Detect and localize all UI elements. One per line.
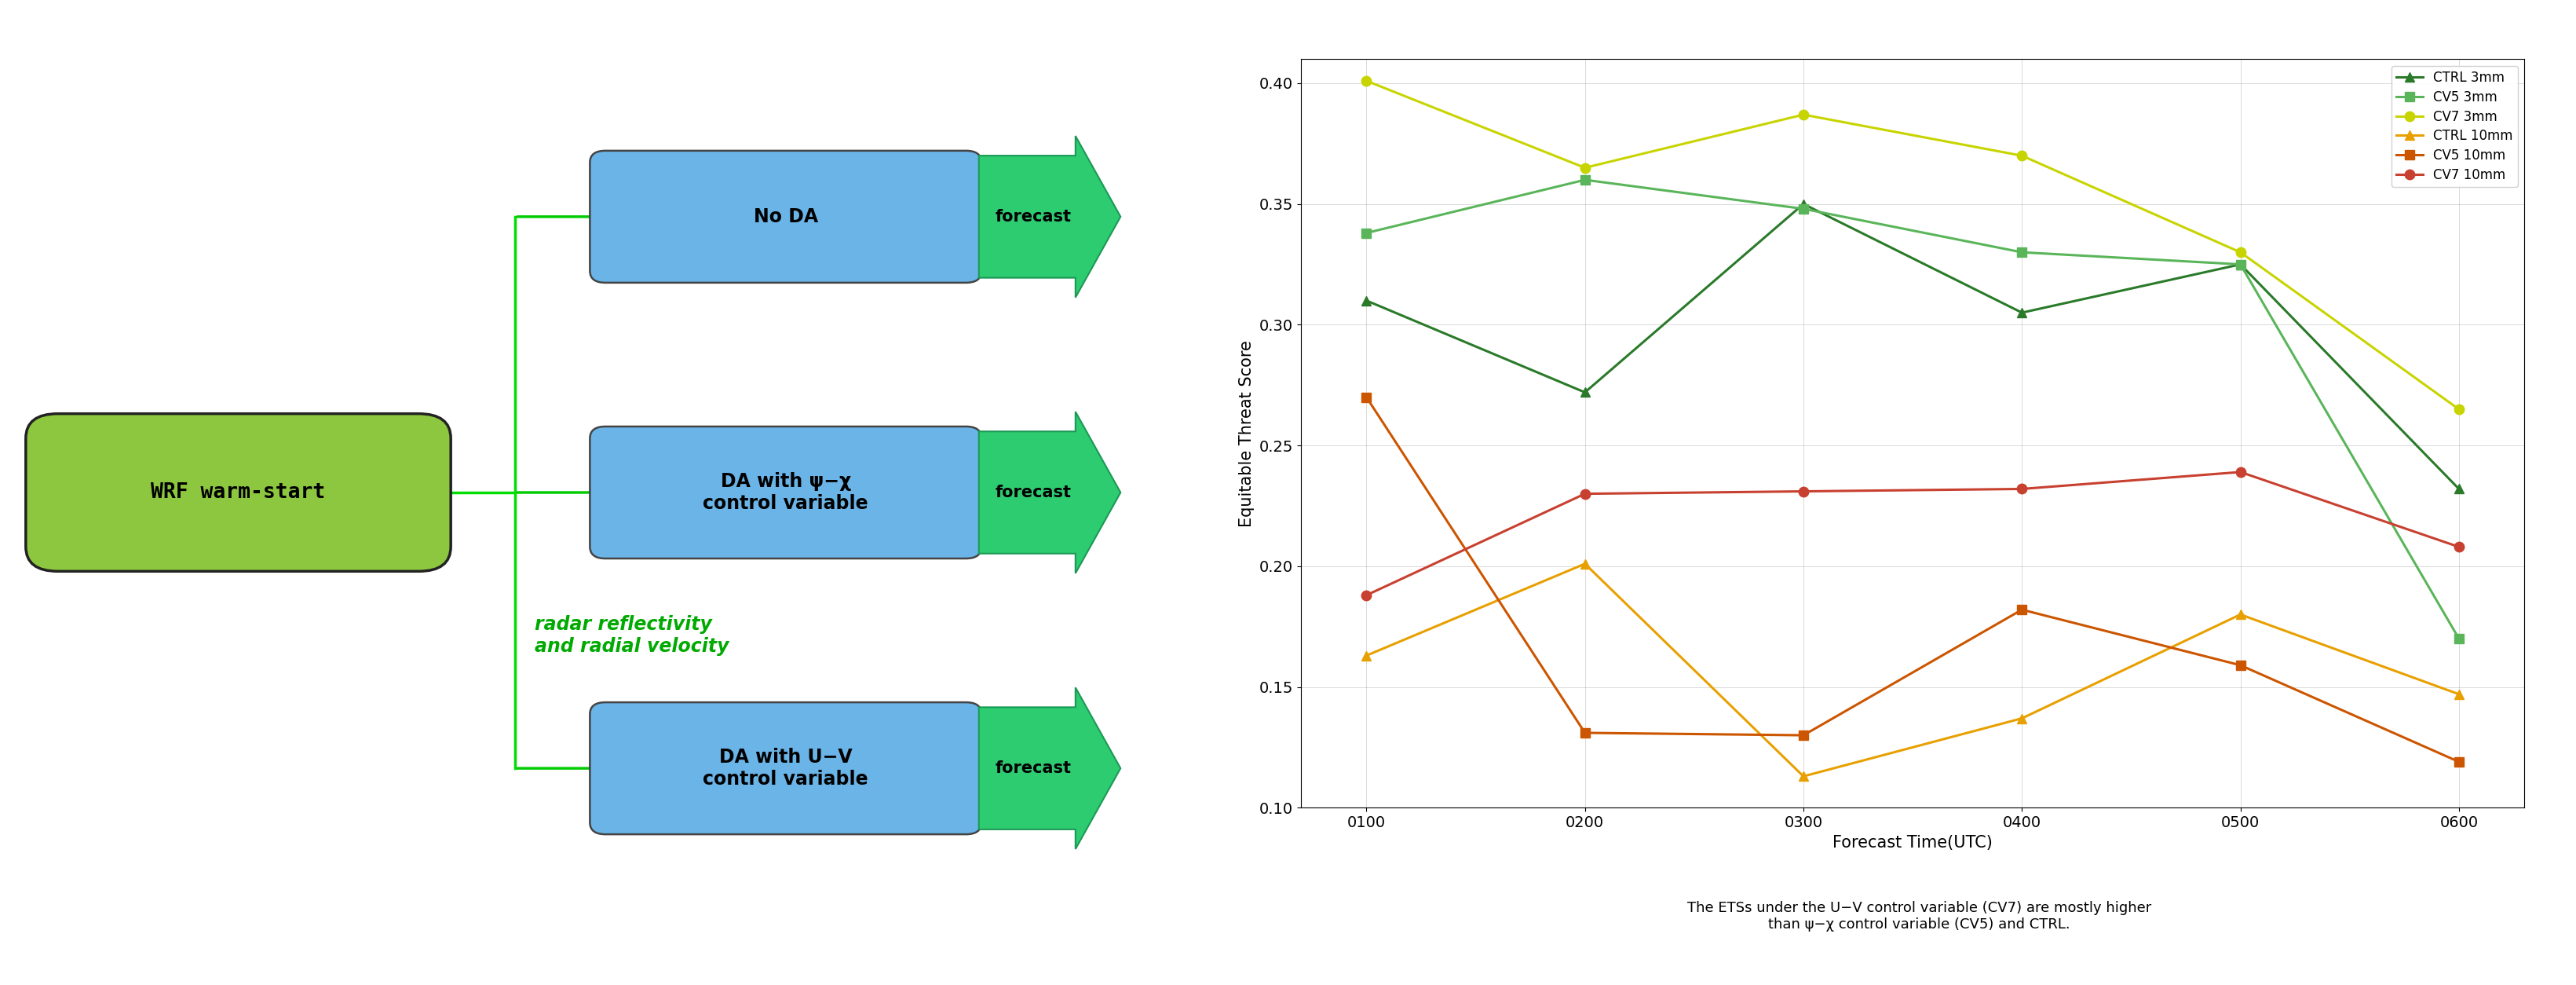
CV7 3mm — [1788, 108, 1819, 120]
Text: DA with ψ−χ
control variable: DA with ψ−χ control variable — [703, 472, 868, 513]
CV5 10mm — [2226, 659, 2257, 671]
FancyBboxPatch shape — [590, 151, 981, 283]
CV7 10mm — [2445, 541, 2476, 553]
CV7 3mm — [2445, 403, 2476, 415]
CV5 10mm — [2007, 604, 2038, 616]
CTRL 3mm — [2445, 483, 2476, 494]
Line: CV7 3mm: CV7 3mm — [1363, 76, 2463, 414]
CTRL 3mm — [1350, 295, 1381, 306]
CV5 3mm — [1788, 203, 1819, 215]
CTRL 10mm — [2007, 712, 2038, 724]
Text: The ETSs under the U−V control variable (CV7) are mostly higher
than ψ−χ control: The ETSs under the U−V control variable … — [1687, 901, 2151, 931]
CV7 3mm — [1350, 75, 1381, 87]
CV5 3mm — [1569, 174, 1600, 186]
CV5 3mm — [1350, 228, 1381, 239]
FancyArrow shape — [979, 688, 1121, 849]
CV5 3mm — [2007, 246, 2038, 258]
Text: WRF warm-start: WRF warm-start — [152, 483, 325, 502]
Line: CTRL 10mm: CTRL 10mm — [1363, 558, 2463, 781]
Text: forecast: forecast — [994, 485, 1072, 500]
FancyBboxPatch shape — [590, 702, 981, 834]
Text: No DA: No DA — [752, 207, 819, 227]
CTRL 10mm — [1788, 770, 1819, 782]
Text: DA with U−V
control variable: DA with U−V control variable — [703, 748, 868, 789]
CV7 10mm — [2007, 483, 2038, 494]
CV7 10mm — [2226, 466, 2257, 478]
Line: CTRL 3mm: CTRL 3mm — [1363, 199, 2463, 493]
CV7 10mm — [1788, 486, 1819, 497]
CV7 10mm — [1569, 488, 1600, 499]
CV5 10mm — [2445, 755, 2476, 767]
CV7 10mm — [1350, 589, 1381, 601]
FancyArrow shape — [979, 412, 1121, 573]
CV7 3mm — [1569, 162, 1600, 173]
CTRL 3mm — [2007, 306, 2038, 318]
FancyBboxPatch shape — [26, 414, 451, 571]
CV7 3mm — [2007, 150, 2038, 162]
Line: CV5 10mm: CV5 10mm — [1363, 392, 2463, 766]
FancyArrow shape — [979, 136, 1121, 297]
CTRL 3mm — [2226, 258, 2257, 270]
CTRL 3mm — [1788, 198, 1819, 210]
Text: radar reflectivity
and radial velocity: radar reflectivity and radial velocity — [536, 615, 729, 656]
Line: CV7 10mm: CV7 10mm — [1363, 467, 2463, 600]
CTRL 3mm — [1569, 386, 1600, 398]
CV5 3mm — [2445, 632, 2476, 644]
CTRL 10mm — [1350, 650, 1381, 662]
Y-axis label: Equitable Threat Score: Equitable Threat Score — [1239, 340, 1255, 527]
CTRL 10mm — [2226, 609, 2257, 621]
X-axis label: Forecast Time(UTC): Forecast Time(UTC) — [1832, 834, 1994, 850]
CV5 3mm — [2226, 258, 2257, 270]
CV5 10mm — [1569, 727, 1600, 739]
CV7 3mm — [2226, 246, 2257, 258]
CTRL 10mm — [2445, 689, 2476, 700]
Text: forecast: forecast — [994, 209, 1072, 225]
Line: CV5 3mm: CV5 3mm — [1363, 175, 2463, 643]
Legend: CTRL 3mm, CV5 3mm, CV7 3mm, CTRL 10mm, CV5 10mm, CV7 10mm: CTRL 3mm, CV5 3mm, CV7 3mm, CTRL 10mm, C… — [2391, 66, 2517, 187]
CV5 10mm — [1788, 729, 1819, 741]
Text: forecast: forecast — [994, 760, 1072, 776]
FancyBboxPatch shape — [590, 427, 981, 558]
CV5 10mm — [1350, 391, 1381, 403]
CTRL 10mm — [1569, 558, 1600, 569]
